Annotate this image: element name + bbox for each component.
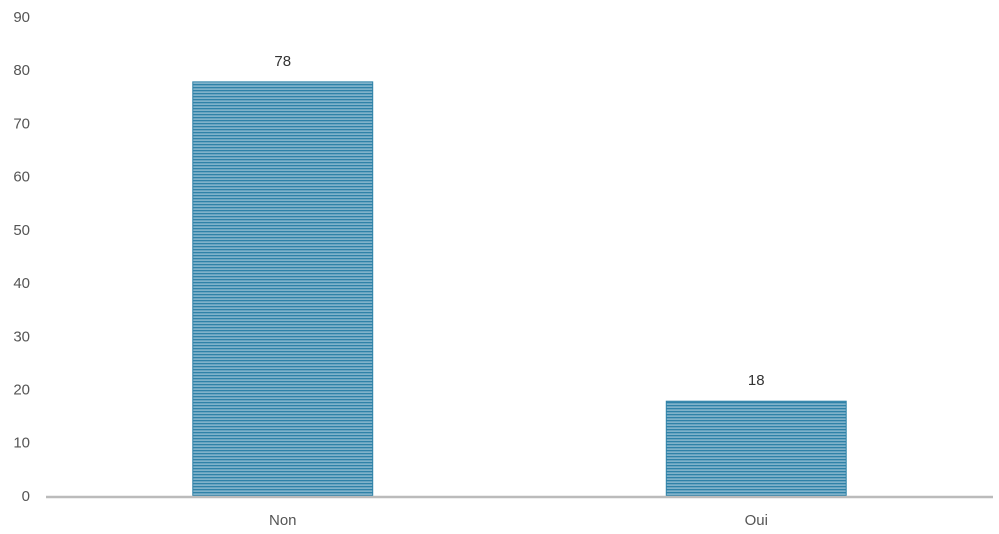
y-tick-label: 80 <box>13 62 30 79</box>
y-tick-label: 30 <box>13 328 30 345</box>
y-tick-label: 70 <box>13 115 30 132</box>
y-tick-label: 50 <box>13 222 30 239</box>
y-tick-label: 90 <box>13 9 30 26</box>
y-tick-label: 40 <box>13 275 30 292</box>
y-tick-label: 20 <box>13 382 30 399</box>
data-label: 78 <box>274 53 291 70</box>
x-tick-label: Oui <box>745 512 768 529</box>
bar <box>192 81 374 498</box>
y-tick-label: 0 <box>22 488 30 505</box>
y-tick-label: 60 <box>13 169 30 186</box>
data-label: 18 <box>748 372 765 389</box>
y-tick-label: 10 <box>13 435 30 452</box>
bar <box>665 400 847 498</box>
x-tick-label: Non <box>269 512 297 529</box>
